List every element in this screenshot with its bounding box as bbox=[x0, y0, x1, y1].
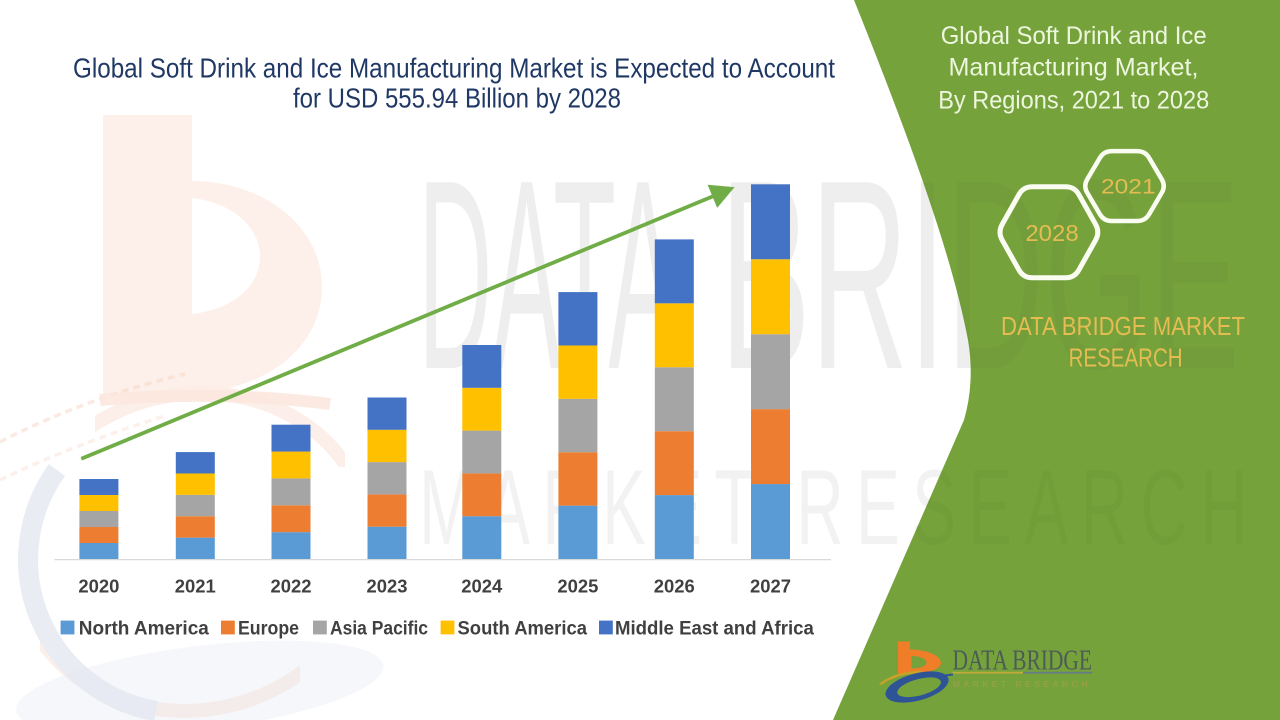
svg-text:2028: 2028 bbox=[1025, 220, 1078, 246]
svg-text:Middle East and Africa: Middle East and Africa bbox=[615, 619, 814, 640]
svg-text:2021: 2021 bbox=[175, 577, 216, 597]
svg-text:Europe: Europe bbox=[238, 619, 299, 640]
svg-text:By Regions, 2021 to 2028: By Regions, 2021 to 2028 bbox=[938, 86, 1209, 114]
svg-text:2022: 2022 bbox=[271, 577, 312, 597]
svg-text:2025: 2025 bbox=[557, 577, 598, 597]
svg-text:for USD 555.94 Billion by 2028: for USD 555.94 Billion by 2028 bbox=[293, 83, 621, 114]
svg-text:2024: 2024 bbox=[461, 577, 502, 597]
svg-text:DATA BRIDGE: DATA BRIDGE bbox=[953, 646, 1093, 677]
svg-text:DATA BRIDGE MARKET: DATA BRIDGE MARKET bbox=[1001, 311, 1245, 341]
svg-text:RESEARCH: RESEARCH bbox=[1069, 342, 1183, 372]
svg-text:2020: 2020 bbox=[78, 577, 119, 597]
svg-text:2023: 2023 bbox=[367, 577, 408, 597]
svg-text:MARKET RESEARCH: MARKET RESEARCH bbox=[953, 680, 1091, 689]
svg-text:Global Soft Drink and Ice Manu: Global Soft Drink and Ice Manufacturing … bbox=[73, 53, 835, 84]
svg-text:Global Soft Drink and Ice: Global Soft Drink and Ice bbox=[941, 22, 1207, 50]
svg-text:Asia Pacific: Asia Pacific bbox=[330, 619, 428, 640]
svg-text:2026: 2026 bbox=[654, 577, 695, 597]
svg-text:North America: North America bbox=[79, 619, 209, 640]
svg-text:2027: 2027 bbox=[750, 577, 791, 597]
svg-text:Manufacturing Market,: Manufacturing Market, bbox=[949, 54, 1199, 82]
svg-text:2021: 2021 bbox=[1101, 175, 1156, 198]
svg-text:South America: South America bbox=[458, 619, 588, 640]
svg-text:DATA: DATA bbox=[418, 125, 677, 426]
